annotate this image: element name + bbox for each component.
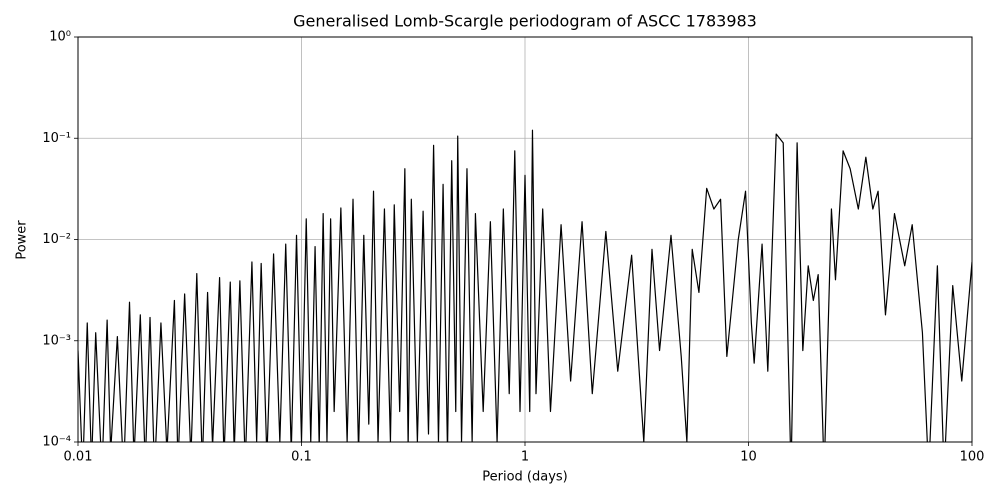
x-tick-label: 10 <box>740 450 757 465</box>
chart-title: Generalised Lomb-Scargle periodogram of … <box>293 12 757 31</box>
y-tick-label: 10⁻¹ <box>42 131 71 146</box>
x-tick-label: 1 <box>521 450 529 465</box>
y-axis-label: Power <box>15 220 30 260</box>
x-axis-label: Period (days) <box>482 470 568 485</box>
power-line <box>78 129 972 442</box>
y-tick-label: 10⁻² <box>42 232 71 247</box>
x-tick-label: 0.1 <box>291 450 312 465</box>
x-tick-label: 0.01 <box>64 450 93 465</box>
x-tick-label: 100 <box>960 450 985 465</box>
y-tick-label: 10⁰ <box>49 30 71 45</box>
plot-frame <box>77 36 973 443</box>
y-tick-label: 10⁻⁴ <box>42 435 71 450</box>
y-tick-label: 10⁻³ <box>42 333 71 348</box>
plot-area <box>78 129 972 442</box>
